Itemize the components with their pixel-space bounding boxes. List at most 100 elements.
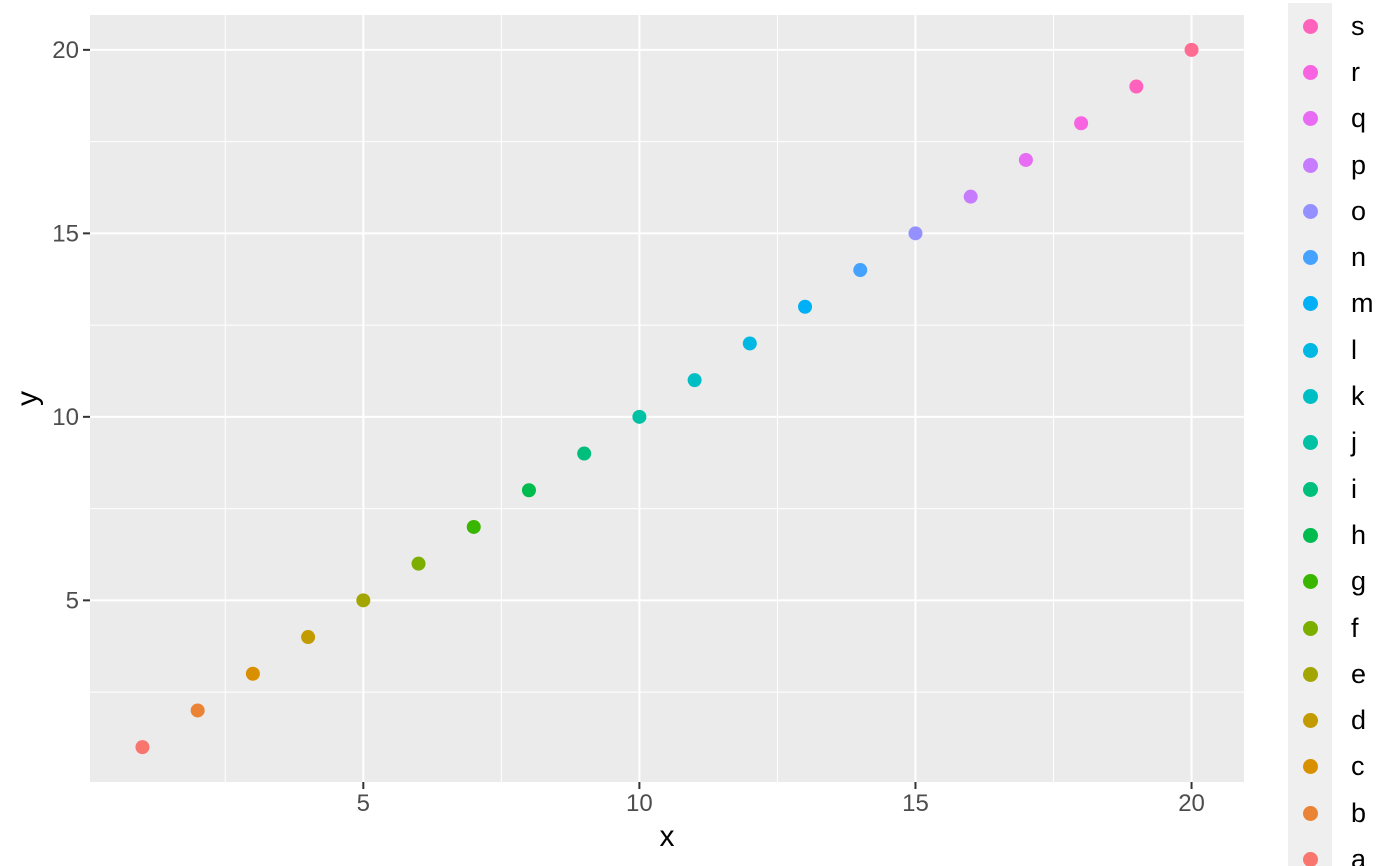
legend-item-label: n <box>1351 242 1367 273</box>
legend-key-swatch <box>1288 604 1332 652</box>
legend-key-swatch <box>1288 836 1332 866</box>
legend-color-dot-icon <box>1302 250 1318 266</box>
legend-item: n <box>1288 234 1374 281</box>
x-axis-tick-label: 15 <box>902 790 929 817</box>
data-point <box>356 593 371 608</box>
legend-key-swatch <box>1288 558 1332 605</box>
data-point <box>908 226 923 241</box>
legend-item: f <box>1288 604 1374 652</box>
data-point <box>742 336 757 351</box>
legend-item-label: l <box>1351 334 1357 365</box>
x-axis-tick-label: 5 <box>357 790 370 817</box>
data-point <box>135 740 150 755</box>
legend-color-dot-icon <box>1302 620 1318 636</box>
legend-key-swatch <box>1288 3 1332 50</box>
legend-item: p <box>1288 141 1374 189</box>
legend-item: j <box>1288 419 1374 466</box>
legend-item-label: o <box>1351 195 1367 226</box>
legend-key-swatch <box>1288 697 1332 744</box>
legend-color-dot-icon <box>1302 481 1318 497</box>
legend-key-swatch <box>1288 95 1332 142</box>
data-point <box>301 630 316 645</box>
legend-color-dot-icon <box>1302 157 1318 173</box>
legend-item: i <box>1288 465 1374 513</box>
legend-item: k <box>1288 373 1374 420</box>
legend-color-dot-icon <box>1302 435 1318 451</box>
legend-key-swatch <box>1288 49 1332 96</box>
y-axis-tick-label: 15 <box>52 220 79 247</box>
legend-color-dot-icon <box>1302 203 1318 219</box>
legend-item: s <box>1288 3 1374 50</box>
legend-color-dot-icon <box>1302 805 1318 821</box>
legend-item-label: m <box>1351 288 1374 319</box>
legend-color-dot-icon <box>1302 389 1318 405</box>
legend-item-label: d <box>1351 705 1367 736</box>
legend-key-swatch <box>1288 790 1332 837</box>
legend-item-label: c <box>1351 751 1365 782</box>
legend-key-swatch <box>1288 141 1332 189</box>
data-point <box>245 666 260 681</box>
legend-key-swatch <box>1288 512 1332 559</box>
data-point <box>798 299 813 314</box>
legend-item: h <box>1288 512 1374 559</box>
data-point <box>190 703 205 718</box>
legend-item: q <box>1288 95 1374 142</box>
legend-key-swatch <box>1288 280 1332 328</box>
legend-color-dot-icon <box>1302 574 1318 590</box>
data-point <box>853 263 868 278</box>
legend-item-label: e <box>1351 658 1367 689</box>
legend-item: c <box>1288 743 1374 791</box>
data-point <box>466 519 481 534</box>
panel-background <box>90 15 1244 782</box>
legend-item-label: s <box>1351 10 1365 41</box>
data-point <box>521 483 536 498</box>
legend-key-swatch <box>1288 188 1332 235</box>
legend-item: e <box>1288 651 1374 698</box>
legend-color-dot-icon <box>1302 851 1318 866</box>
y-axis-tick-label: 20 <box>52 37 79 64</box>
legend-color-dot-icon <box>1302 18 1318 34</box>
y-axis-tick-label: 10 <box>52 404 79 431</box>
legend-item: l <box>1288 327 1374 374</box>
legend-item-label: f <box>1351 612 1359 643</box>
legend-item-label: h <box>1351 519 1367 550</box>
legend-key-swatch <box>1288 651 1332 698</box>
legend-color-dot-icon <box>1302 527 1318 543</box>
legend-item: b <box>1288 790 1374 837</box>
legend-color-dot-icon <box>1302 666 1318 682</box>
data-point <box>1184 42 1199 57</box>
x-axis-tick-label: 20 <box>1178 790 1205 817</box>
y-axis-tick-label: 5 <box>66 587 79 614</box>
legend-item-label: b <box>1351 797 1367 828</box>
data-point <box>963 189 978 204</box>
data-point <box>1129 79 1144 94</box>
legend-color-dot-icon <box>1302 342 1318 358</box>
legend-key-swatch <box>1288 419 1332 466</box>
legend-key-swatch <box>1288 234 1332 281</box>
x-axis-tick-label: 10 <box>626 790 653 817</box>
data-point <box>1074 116 1089 131</box>
data-point <box>687 373 702 388</box>
legend-item: d <box>1288 697 1374 744</box>
legend-item: r <box>1288 49 1374 96</box>
data-point <box>577 446 592 461</box>
data-point <box>411 556 426 571</box>
legend-key-swatch <box>1288 373 1332 420</box>
legend-color-dot-icon <box>1302 64 1318 80</box>
y-axis-title: y <box>11 391 44 406</box>
legend-item: a <box>1288 836 1374 866</box>
legend-item-label: r <box>1351 56 1360 87</box>
legend-item-label: a <box>1351 843 1367 866</box>
legend-color-dot-icon <box>1302 713 1318 729</box>
legend-item-label: j <box>1351 427 1357 458</box>
legend-key-swatch <box>1288 465 1332 513</box>
legend-color-dot-icon <box>1302 759 1318 775</box>
legend-item-label: p <box>1351 149 1367 180</box>
x-axis-title: x <box>660 820 675 853</box>
legend-item: o <box>1288 188 1374 235</box>
legend-color-dot-icon <box>1302 296 1318 312</box>
legend-key-swatch <box>1288 743 1332 791</box>
